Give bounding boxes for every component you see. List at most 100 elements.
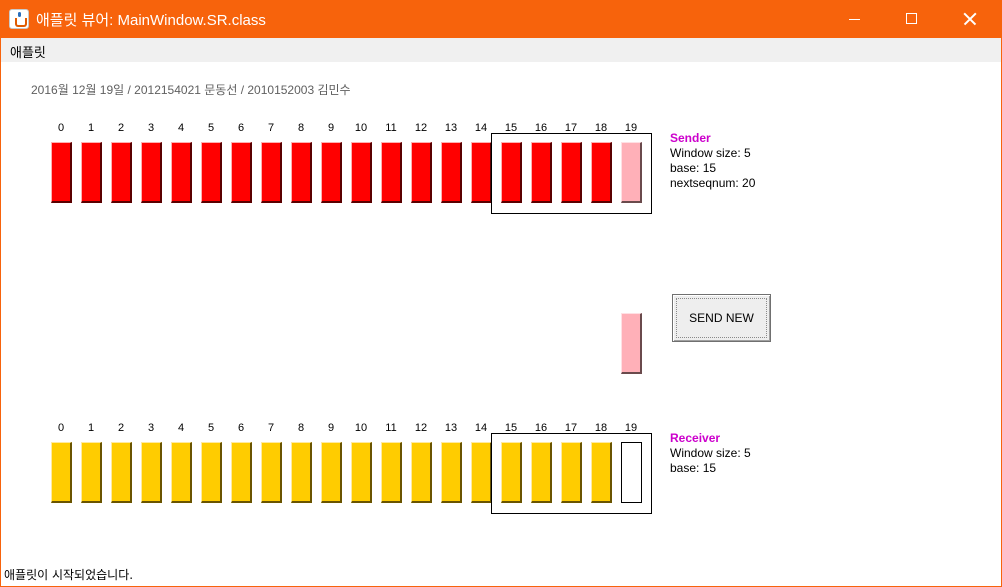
sender-packet [51,142,72,203]
menu-bar: 애플릿 [1,38,1001,62]
receiver-packet [471,442,492,503]
sender-packet [591,142,612,203]
receiver-packet [321,442,342,503]
sender-packet [561,142,582,203]
in-transit-packet [621,313,642,374]
sender-seq-number: 0 [57,122,65,134]
sender-seq-number: 1 [87,122,95,134]
receiver-seq-number: 19 [624,422,638,434]
sender-packet [171,142,192,203]
sender-seq-number: 9 [327,122,335,134]
receiver-packet [351,442,372,503]
receiver-window-size: Window size: 5 [670,446,751,460]
receiver-seq-number: 7 [267,422,275,434]
sender-seq-number: 3 [147,122,155,134]
send-new-button[interactable]: SEND NEW [672,294,771,342]
sender-seq-number: 14 [474,122,488,134]
receiver-seq-number: 11 [385,422,397,434]
window-border-left [0,38,1,587]
sender-packet [621,142,642,203]
receiver-seq-number: 14 [474,422,488,434]
minimize-icon[interactable] [831,0,877,38]
receiver-packet [561,442,582,503]
sender-seq-number: 12 [414,122,428,134]
receiver-window-box [491,433,652,514]
menu-item-applet[interactable]: 애플릿 [10,46,46,61]
receiver-packet [291,442,312,503]
receiver-packet [81,442,102,503]
receiver-packet [621,442,642,503]
receiver-packet [531,442,552,503]
sender-packet [351,142,372,203]
receiver-seq-number: 13 [444,422,458,434]
sender-packet [381,142,402,203]
receiver-packet [381,442,402,503]
receiver-seq-number: 17 [564,422,578,434]
receiver-seq-number: 5 [207,422,215,434]
receiver-seq-number: 2 [117,422,125,434]
sender-seq-number: 13 [444,122,458,134]
receiver-seq-number: 18 [594,422,608,434]
receiver-packet [201,442,222,503]
receiver-packet [111,442,132,503]
sender-seq-number: 10 [354,122,368,134]
sender-seq-number: 19 [624,122,638,134]
sender-packet [411,142,432,203]
receiver-info: Receiver Window size: 5 base: 15 [670,431,751,476]
receiver-packet [591,442,612,503]
sender-nextseqnum: nextseqnum: 20 [670,176,756,190]
sender-seq-number: 6 [237,122,245,134]
receiver-seq-number: 4 [177,422,185,434]
sender-seq-number: 2 [117,122,125,134]
receiver-seq-number: 9 [327,422,335,434]
sender-packet [201,142,222,203]
maximize-icon[interactable] [888,0,934,38]
sender-seq-number: 16 [534,122,548,134]
sender-packet [501,142,522,203]
receiver-seq-number: 8 [297,422,305,434]
sender-seq-number: 4 [177,122,185,134]
receiver-packet [171,442,192,503]
receiver-packet [411,442,432,503]
receiver-seq-number: 3 [147,422,155,434]
receiver-seq-number: 16 [534,422,548,434]
sender-window-size: Window size: 5 [670,146,751,160]
sender-packet [441,142,462,203]
sender-packet [321,142,342,203]
sender-packet [81,142,102,203]
receiver-packet [231,442,252,503]
receiver-seq-number: 10 [354,422,368,434]
sender-seq-number: 15 [504,122,518,134]
sender-window-box [491,133,652,214]
receiver-seq-number: 1 [87,422,95,434]
java-cup-icon [9,9,29,29]
receiver-seq-number: 12 [414,422,428,434]
close-icon[interactable] [946,0,992,38]
receiver-seq-number: 6 [237,422,245,434]
sender-packet [231,142,252,203]
sender-packet [471,142,492,203]
title-bar: 애플릿 뷰어: MainWindow.SR.class [0,0,1002,38]
sender-seq-number: 17 [564,122,578,134]
receiver-seq-number: 15 [504,422,518,434]
sender-base: base: 15 [670,161,717,175]
receiver-packet [501,442,522,503]
receiver-packet [141,442,162,503]
sender-seq-number: 11 [385,122,397,134]
sender-title: Sender [670,131,711,145]
sender-seq-number: 7 [267,122,275,134]
status-bar: 애플릿이 시작되었습니다. [4,568,134,582]
sender-seq-number: 8 [297,122,305,134]
window-title: 애플릿 뷰어: MainWindow.SR.class [36,12,266,29]
sender-packet [141,142,162,203]
sender-packet [291,142,312,203]
receiver-base: base: 15 [670,461,717,475]
receiver-title: Receiver [670,431,721,445]
header-info: 2016월 12월 19일 / 2012154021 문동선 / 2010152… [31,83,351,97]
receiver-packet [441,442,462,503]
sender-seq-number: 5 [207,122,215,134]
sender-info: Sender Window size: 5 base: 15 nextseqnu… [670,131,755,191]
sender-seq-number: 18 [594,122,608,134]
sender-packet [261,142,282,203]
sender-packet [111,142,132,203]
